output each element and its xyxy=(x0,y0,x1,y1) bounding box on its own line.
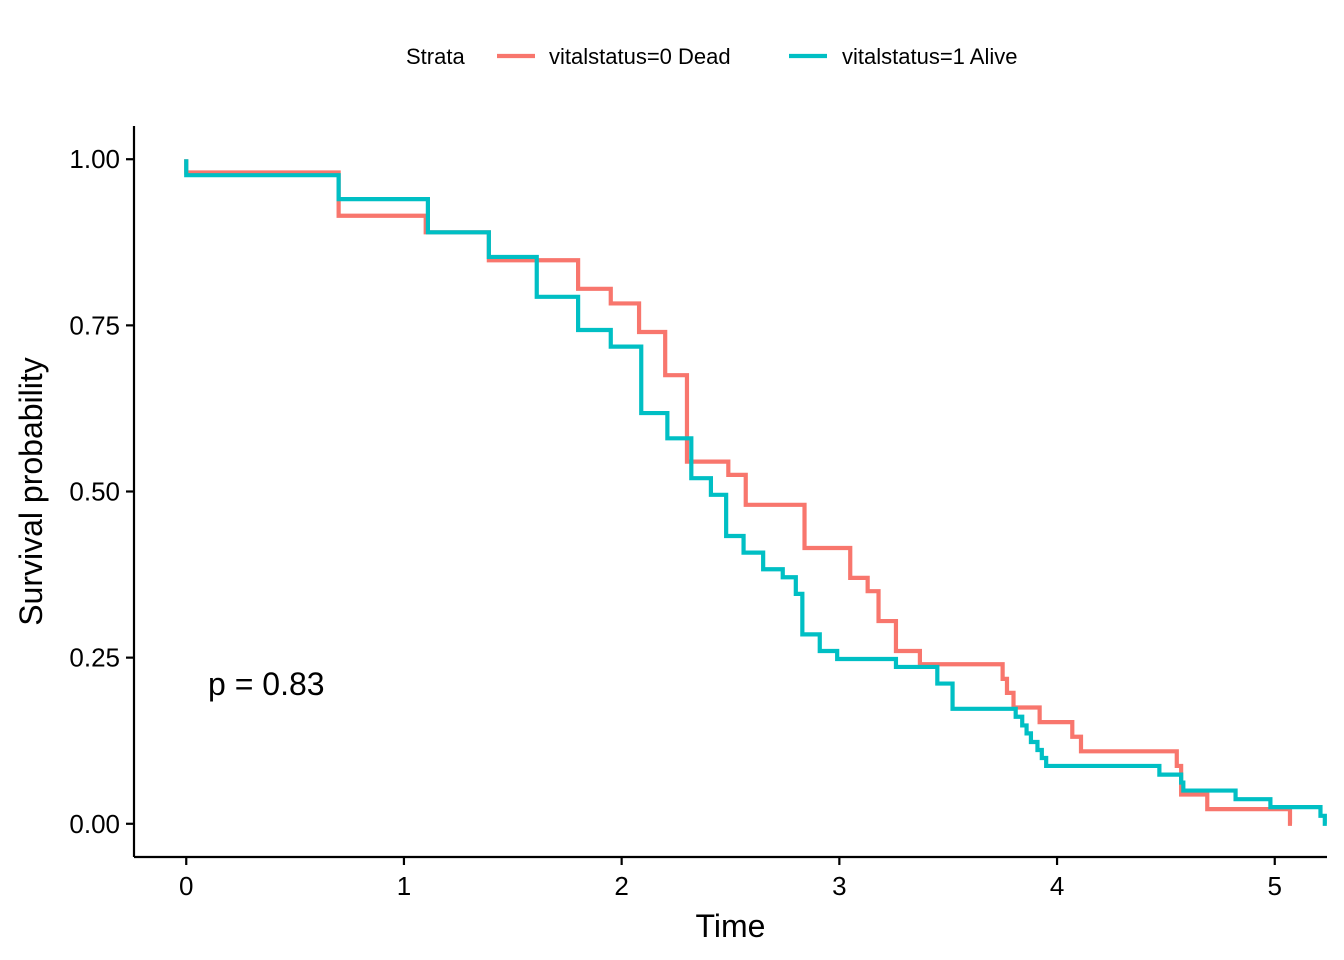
y-tick-label: 1.00 xyxy=(69,144,120,174)
p-value-annotation: p = 0.83 xyxy=(208,666,325,702)
y-tick-label: 0.25 xyxy=(69,643,120,673)
series-alive-line xyxy=(184,159,1327,826)
y-tick-label: 0.00 xyxy=(69,809,120,839)
y-tick-label: 0.50 xyxy=(69,477,120,507)
legend-label: vitalstatus=1 Alive xyxy=(842,44,1017,69)
x-tick-label: 2 xyxy=(614,871,628,901)
series-dead-line xyxy=(184,159,1293,826)
x-tick-label: 4 xyxy=(1050,871,1064,901)
y-axis-title: Survival probability xyxy=(13,357,49,626)
series-layer xyxy=(184,159,1327,826)
x-tick-label: 0 xyxy=(179,871,193,901)
y-axis-ticks: 0.00 0.25 0.50 0.75 1.00 xyxy=(69,144,134,839)
legend-title: Strata xyxy=(406,44,465,69)
legend-item: vitalstatus=0 Dead xyxy=(497,44,731,69)
y-tick-label: 0.75 xyxy=(69,310,120,340)
legend-item: vitalstatus=1 Alive xyxy=(789,44,1017,69)
legend-label: vitalstatus=0 Dead xyxy=(549,44,731,69)
x-axis-ticks: 0 1 2 3 4 5 xyxy=(179,857,1282,901)
legend: Strata vitalstatus=0 Dead vitalstatus=1 Al… xyxy=(406,44,1017,69)
x-tick-label: 5 xyxy=(1268,871,1282,901)
x-tick-label: 1 xyxy=(397,871,411,901)
x-tick-label: 3 xyxy=(832,871,846,901)
x-axis-title: Time xyxy=(696,908,766,944)
